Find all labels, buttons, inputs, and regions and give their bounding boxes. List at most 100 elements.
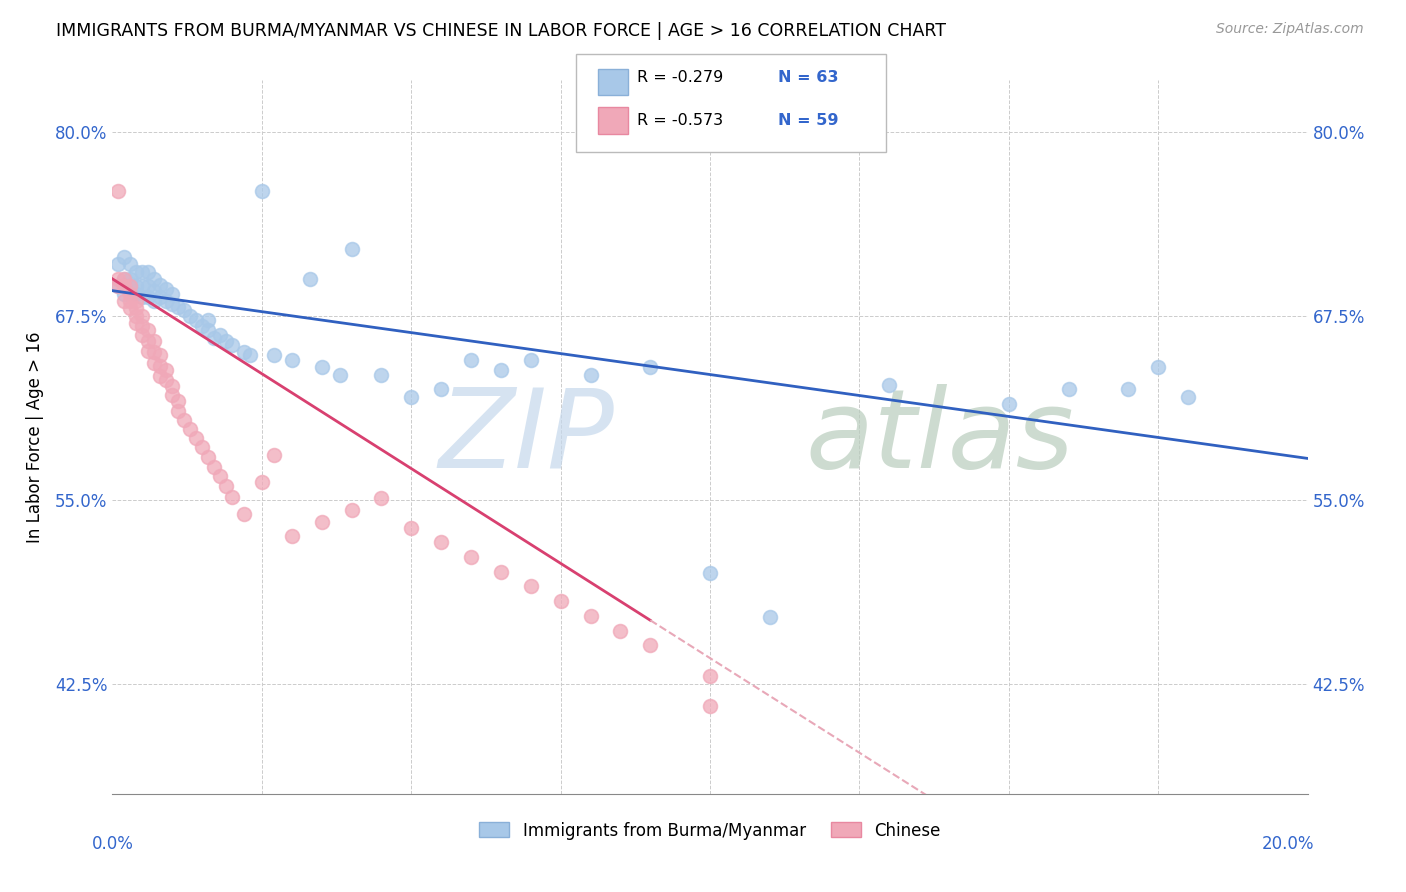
Point: [401, 520, 423, 534]
Text: N = 63: N = 63: [778, 70, 838, 85]
Point: [149, 369, 172, 384]
Point: [186, 313, 208, 327]
Point: [120, 279, 142, 293]
Point: [879, 377, 901, 392]
Point: [430, 382, 453, 396]
Point: [281, 352, 304, 367]
Point: [640, 638, 662, 652]
Point: [263, 348, 285, 362]
Point: [167, 394, 190, 409]
Point: [125, 279, 148, 293]
Point: [998, 397, 1021, 411]
Point: [239, 348, 262, 362]
Point: [162, 286, 183, 301]
Point: [107, 272, 129, 286]
Point: [173, 413, 195, 427]
Point: [215, 334, 238, 348]
Point: [202, 460, 225, 475]
Point: [143, 356, 166, 370]
Text: R = -0.573: R = -0.573: [637, 113, 723, 128]
Point: [179, 309, 201, 323]
Point: [125, 264, 148, 278]
Point: [125, 316, 148, 330]
Point: [197, 323, 219, 337]
Point: [167, 404, 190, 418]
Point: [143, 334, 166, 348]
Point: [298, 272, 321, 286]
Point: [699, 566, 721, 581]
Point: [120, 279, 142, 293]
Point: [120, 272, 142, 286]
Point: [1057, 382, 1080, 396]
Point: [221, 490, 243, 504]
Y-axis label: In Labor Force | Age > 16: In Labor Force | Age > 16: [25, 331, 44, 543]
Point: [329, 368, 352, 382]
Point: [120, 286, 142, 301]
Point: [143, 293, 166, 308]
Point: [155, 363, 177, 377]
Point: [173, 302, 195, 317]
Text: ZIP: ZIP: [439, 384, 614, 491]
Text: Source: ZipAtlas.com: Source: ZipAtlas.com: [1216, 22, 1364, 37]
Point: [699, 698, 721, 713]
Point: [125, 301, 148, 316]
Point: [138, 344, 160, 359]
Point: [149, 289, 172, 303]
Point: [114, 293, 135, 308]
Point: [138, 289, 160, 303]
Point: [197, 313, 219, 327]
Point: [114, 250, 135, 264]
Point: [520, 352, 543, 367]
Point: [114, 279, 135, 293]
Point: [221, 338, 243, 352]
Point: [1147, 360, 1170, 375]
Point: [114, 272, 135, 286]
Point: [131, 318, 153, 333]
Point: [489, 565, 512, 579]
Point: [370, 491, 392, 505]
Text: 20.0%: 20.0%: [1263, 835, 1315, 853]
Point: [131, 327, 153, 342]
Point: [179, 422, 201, 436]
Point: [1177, 390, 1199, 404]
Point: [120, 293, 142, 308]
Point: [759, 610, 782, 624]
Text: R = -0.279: R = -0.279: [637, 70, 723, 85]
Point: [233, 345, 256, 359]
Point: [162, 379, 183, 393]
Text: N = 59: N = 59: [778, 113, 838, 128]
Point: [138, 334, 160, 348]
Point: [125, 309, 148, 323]
Point: [209, 469, 232, 483]
Point: [281, 529, 304, 543]
Point: [125, 293, 148, 308]
Point: [155, 293, 177, 308]
Point: [131, 289, 153, 303]
Point: [191, 318, 214, 333]
Point: [1118, 382, 1140, 396]
Point: [460, 352, 482, 367]
Point: [107, 257, 129, 271]
Point: [149, 348, 172, 362]
Point: [138, 279, 160, 293]
Point: [107, 279, 129, 293]
Point: [202, 331, 225, 345]
Point: [186, 431, 208, 445]
Point: [143, 272, 166, 286]
Point: [215, 479, 238, 493]
Point: [263, 449, 285, 463]
Point: [162, 388, 183, 402]
Point: [120, 301, 142, 316]
Point: [489, 363, 512, 377]
Point: [120, 257, 142, 271]
Point: [149, 359, 172, 373]
Point: [250, 184, 273, 198]
Point: [579, 368, 602, 382]
Point: [370, 368, 392, 382]
Text: IMMIGRANTS FROM BURMA/MYANMAR VS CHINESE IN LABOR FORCE | AGE > 16 CORRELATION C: IMMIGRANTS FROM BURMA/MYANMAR VS CHINESE…: [56, 22, 946, 40]
Point: [143, 284, 166, 298]
Point: [460, 549, 482, 564]
Point: [401, 390, 423, 404]
Point: [114, 272, 135, 286]
Point: [579, 608, 602, 623]
